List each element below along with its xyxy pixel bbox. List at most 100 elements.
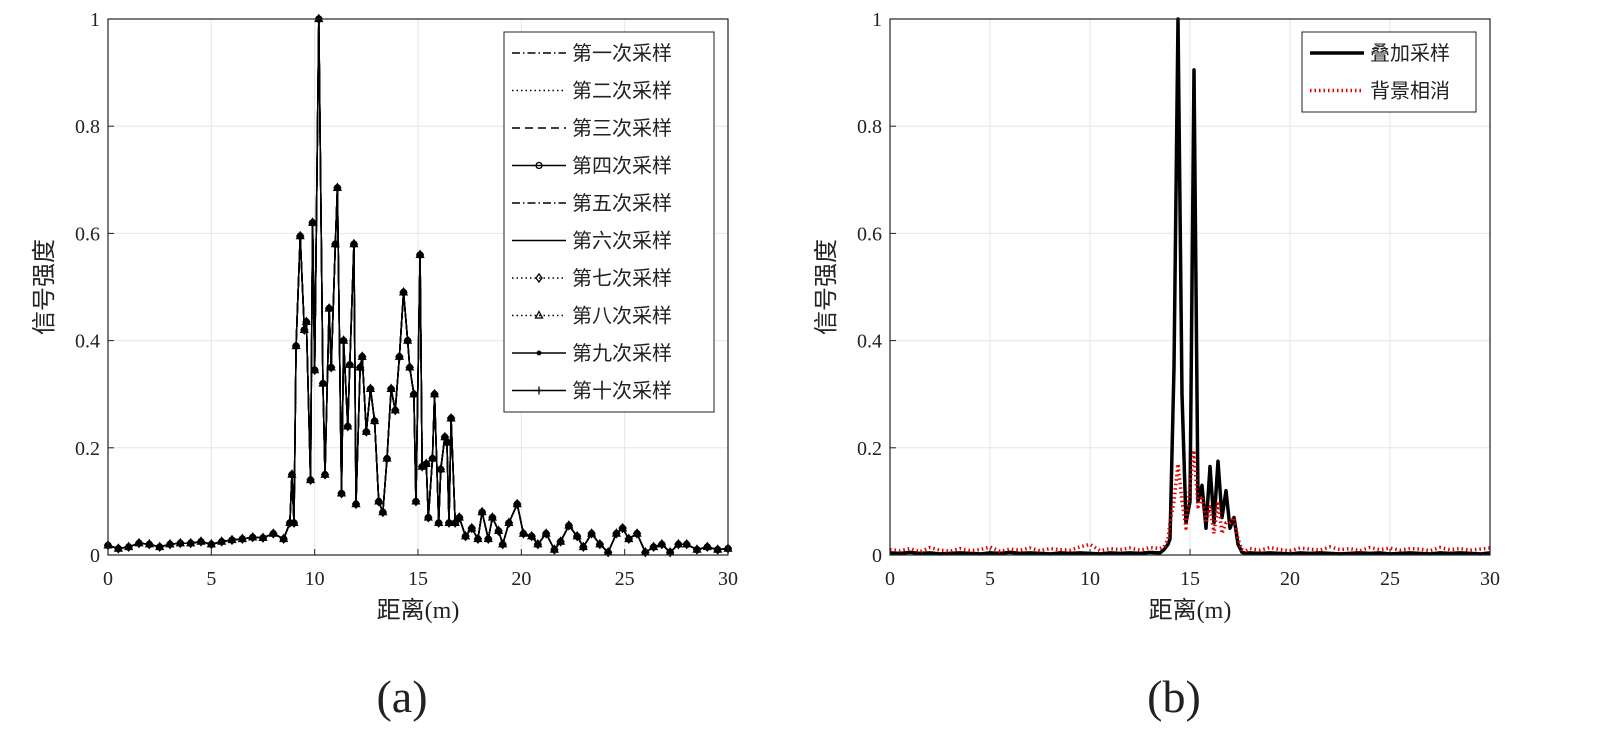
marker [207,540,216,549]
marker [542,529,551,538]
y-tick-label: 0 [872,545,882,567]
marker [624,534,633,543]
marker [391,406,400,415]
marker [387,384,396,393]
marker [155,542,164,551]
marker [416,250,425,259]
y-tick-label: 1 [872,9,882,31]
marker [430,390,439,399]
y-tick-label: 0.6 [857,223,882,245]
legend-label: 第十次采样 [572,380,672,403]
marker [595,540,604,549]
series-line [890,448,1490,554]
marker [494,526,503,535]
y-tick-label: 0.2 [857,438,882,460]
marker [535,161,543,170]
marker [358,352,367,361]
marker [405,363,414,372]
x-tick-label: 30 [1480,568,1500,590]
marker [279,534,288,543]
marker [290,518,298,527]
marker [310,366,319,375]
legend-label: 第五次采样 [572,192,672,215]
marker [527,532,536,541]
legend-box [503,31,715,413]
marker [418,462,427,471]
x-tick-label: 20 [1280,568,1300,590]
x-tick-label: 5 [206,568,216,590]
marker [228,535,236,544]
axes-box [889,18,1491,556]
marker [308,218,317,227]
legend-label: 第九次采样 [572,342,672,365]
marker [399,288,408,297]
y-tick-label: 0.6 [75,223,100,245]
marker [649,542,658,551]
marker [440,433,449,442]
marker [550,545,559,554]
x-tick-label: 30 [718,568,738,590]
marker [513,500,522,509]
marker [248,533,257,542]
marker [409,390,418,399]
marker [682,540,691,549]
marker [533,540,542,549]
marker [238,534,247,543]
caption: (b) [1147,671,1201,722]
marker [436,465,445,474]
x-tick-label: 10 [305,568,325,590]
marker [383,454,391,463]
marker [657,540,666,549]
marker [451,518,460,527]
y-tick-label: 0.8 [857,116,882,138]
marker [428,454,437,463]
marker [287,470,296,479]
marker [325,304,334,313]
marker [378,508,387,517]
marker [395,352,404,361]
y-axis-label: 信号强度 [31,239,58,335]
marker [186,539,195,548]
legend-label: 第八次采样 [572,305,672,328]
marker [356,363,365,372]
x-tick-label: 5 [985,568,995,590]
marker [498,540,507,549]
y-tick-label: 0.8 [75,116,100,138]
marker [434,518,443,527]
marker [318,379,327,388]
marker [461,532,470,541]
marker [269,529,278,538]
marker [674,540,683,549]
y-axis-label: 信号强度 [813,239,840,335]
marker [302,317,311,326]
marker [411,497,420,506]
marker [331,240,340,249]
marker [587,529,596,538]
marker [327,363,336,372]
marker [166,540,174,549]
legend-label: 叠加采样 [1370,42,1450,65]
marker [633,529,642,538]
marker [455,513,464,522]
legend-label: 背景相消 [1370,80,1450,103]
marker [535,386,543,395]
marker [488,513,497,522]
marker [306,475,315,484]
marker [292,341,301,350]
x-tick-label: 0 [885,568,895,590]
marker [424,513,433,522]
marker [579,542,588,551]
marker [343,422,352,431]
x-tick-label: 15 [1180,568,1200,590]
marker [259,533,267,542]
marker [618,524,627,533]
x-tick-label: 25 [1380,568,1400,590]
marker [693,545,701,554]
marker [713,545,722,554]
marker [145,540,154,549]
legend-box [1301,31,1477,113]
marker [573,532,582,541]
marker [535,272,543,284]
